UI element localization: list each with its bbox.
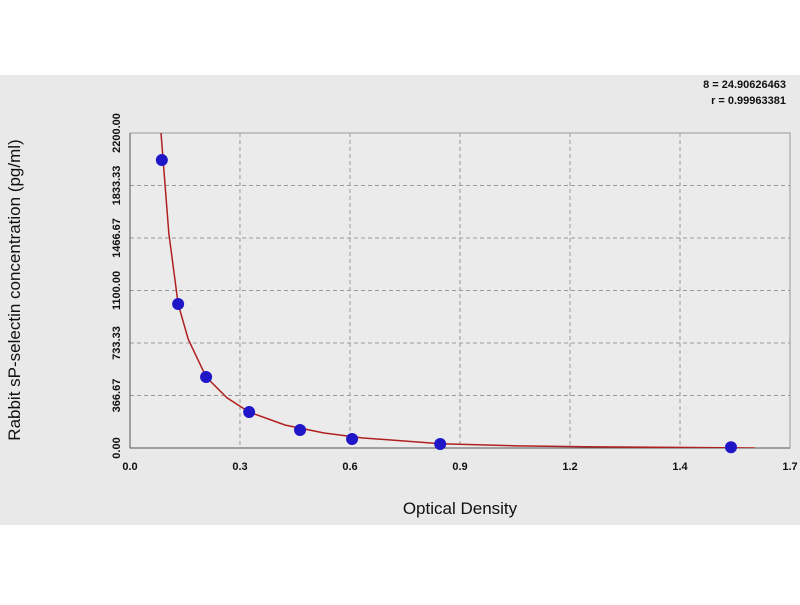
point <box>294 423 307 436</box>
point <box>243 406 256 419</box>
x-tick-label: 0.9 <box>452 461 467 473</box>
y-axis-title: Rabbit sP-selectin concentration (pg/ml) <box>5 139 24 440</box>
x-tick-label: 0.0 <box>122 461 137 473</box>
y-tick-label: 366.67 <box>111 379 123 413</box>
x-tick-label: 1.7 <box>782 461 797 473</box>
point <box>346 432 359 445</box>
x-tick-label: 0.3 <box>232 461 247 473</box>
y-tick-label: 0.00 <box>111 437 123 458</box>
y-tick-label: 1833.33 <box>111 166 123 206</box>
y-tick-label: 2200.00 <box>111 113 123 153</box>
y-tick-label: 733.33 <box>111 326 123 360</box>
point <box>172 297 185 310</box>
x-tick-label: 1.4 <box>672 461 688 473</box>
point <box>434 437 447 450</box>
y-tick-label: 1100.00 <box>111 271 123 310</box>
fit-curve <box>160 133 756 448</box>
x-tick-label: 1.2 <box>562 461 577 473</box>
x-tick-label: 0.6 <box>342 461 357 473</box>
annotation: 8 = 24.90626463 <box>703 79 786 91</box>
y-tick-label: 1466.67 <box>111 218 123 258</box>
point <box>200 370 213 383</box>
annotation: r = 0.99963381 <box>711 95 786 107</box>
point <box>155 154 168 167</box>
x-axis-title: Optical Density <box>403 499 518 518</box>
point <box>724 441 737 454</box>
